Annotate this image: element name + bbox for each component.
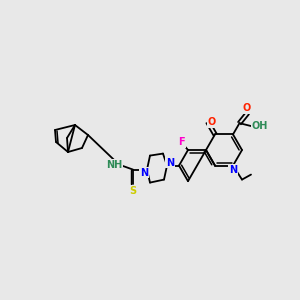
Text: O: O — [208, 117, 216, 127]
Text: N: N — [166, 158, 174, 168]
Text: N: N — [140, 168, 148, 178]
Text: S: S — [129, 186, 137, 196]
Text: N: N — [229, 165, 237, 175]
Text: F: F — [178, 137, 185, 147]
Text: NH: NH — [106, 160, 122, 170]
Text: O: O — [242, 103, 250, 113]
Text: OH: OH — [251, 121, 268, 131]
